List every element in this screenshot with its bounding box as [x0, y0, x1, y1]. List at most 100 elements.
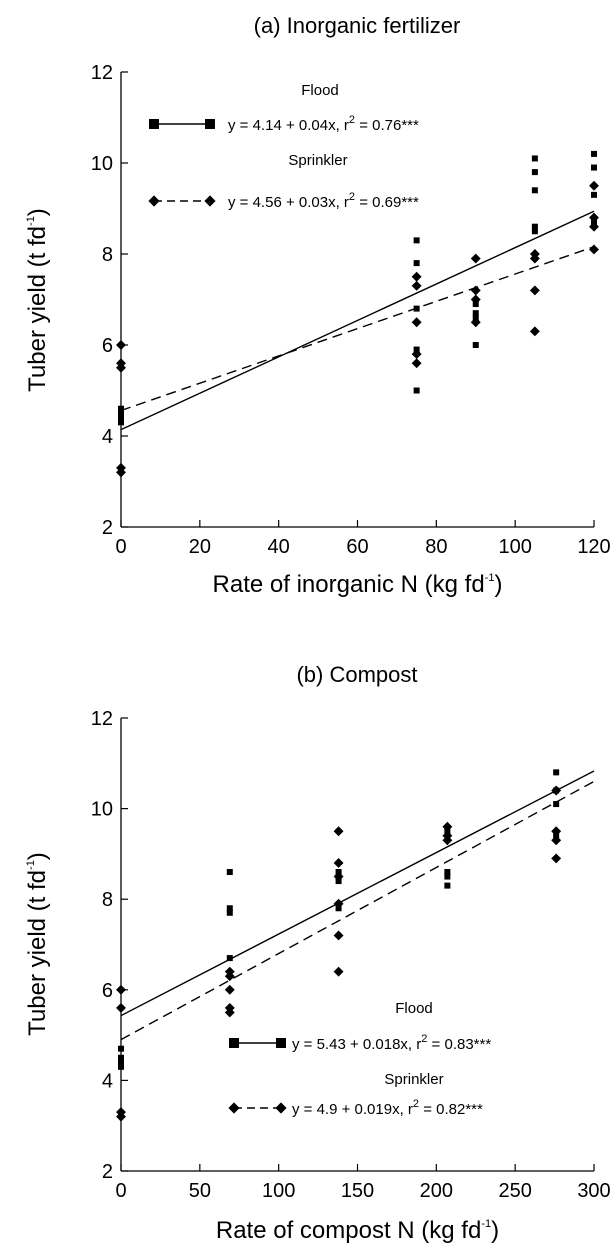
x-tick-label: 250: [498, 1180, 531, 1202]
data-point-flood: [531, 223, 538, 230]
legend-equation: y = 5.43 + 0.018x, r2 = 0.83***: [292, 1033, 491, 1053]
series-flood: [118, 769, 595, 1070]
data-point-sprinkler: [470, 317, 481, 328]
data-point-sprinkler: [333, 966, 344, 977]
x-tick-label: 100: [262, 1180, 295, 1202]
data-point-flood: [118, 414, 124, 421]
regression-line-sprinkler: [120, 780, 595, 1041]
x-tick-label: 60: [346, 536, 368, 558]
y-tick-label: 10: [91, 799, 113, 821]
data-point-flood: [553, 769, 560, 776]
data-point-sprinkler: [333, 930, 344, 941]
data-point-sprinkler: [411, 358, 422, 369]
data-point-flood: [226, 869, 233, 876]
y-tick-label: 2: [102, 1161, 113, 1183]
data-point-sprinkler: [116, 362, 126, 373]
data-point-sprinkler: [470, 294, 481, 305]
data-point-sprinkler: [116, 1111, 126, 1122]
x-tick-label: 100: [498, 536, 531, 558]
data-point-flood: [118, 410, 124, 417]
data-point-flood: [444, 869, 451, 876]
legend-marker: [205, 119, 215, 129]
x-tick-label: 200: [420, 1180, 453, 1202]
data-point-flood: [226, 905, 233, 912]
legend-equation: y = 4.9 + 0.019x, r2 = 0.82***: [292, 1098, 483, 1118]
data-point-flood: [591, 191, 597, 198]
y-tick-label: 2: [102, 517, 113, 539]
data-point-sprinkler: [411, 280, 422, 291]
data-point-flood: [226, 909, 233, 916]
x-tick-label: 150: [341, 1180, 374, 1202]
data-point-flood: [531, 169, 538, 176]
data-point-flood: [444, 873, 451, 880]
legend-marker: [275, 1102, 287, 1114]
y-tick-label: 12: [91, 708, 113, 730]
chart-title: (b) Compost: [296, 662, 417, 687]
data-point-sprinkler: [333, 858, 344, 868]
data-point-sprinkler: [116, 1002, 126, 1013]
y-tick-label: 8: [102, 244, 113, 266]
legend-marker: [204, 195, 216, 207]
regression-line-flood: [120, 770, 595, 1017]
data-point-sprinkler: [224, 1007, 235, 1018]
legend-series-name: Sprinkler: [384, 1071, 443, 1088]
data-point-flood: [553, 801, 560, 808]
data-point-sprinkler: [529, 253, 540, 264]
data-point-sprinkler: [551, 826, 562, 837]
data-point-flood: [226, 955, 233, 962]
chart-title: (a) Inorganic fertilizer: [254, 13, 461, 38]
y-tick-label: 4: [102, 1070, 113, 1092]
y-tick-label: 12: [91, 62, 113, 84]
legend-series-name: Flood: [395, 1000, 433, 1017]
data-point-sprinkler: [224, 971, 235, 982]
data-point-sprinkler: [411, 271, 422, 282]
series-sprinkler: [116, 180, 599, 478]
legend-marker: [228, 1102, 240, 1114]
data-point-flood: [413, 387, 420, 394]
data-point-sprinkler: [551, 835, 562, 846]
data-point-flood: [591, 150, 597, 157]
data-point-flood: [472, 310, 479, 317]
x-axis-label: Rate of inorganic N (kg fd-1): [213, 571, 503, 598]
regression-line-sprinkler: [120, 246, 595, 412]
data-point-sprinkler: [333, 898, 344, 909]
x-tick-label: 0: [115, 536, 126, 558]
data-point-flood: [118, 1059, 124, 1066]
data-point-sprinkler: [529, 285, 540, 296]
data-point-sprinkler: [411, 349, 422, 360]
data-point-flood: [531, 155, 538, 162]
legend-marker: [148, 195, 160, 207]
data-point-sprinkler: [442, 821, 453, 832]
x-tick-label: 120: [577, 536, 610, 558]
data-point-sprinkler: [470, 285, 481, 296]
data-point-sprinkler: [442, 835, 453, 846]
legend-entry-sprinkler: Sprinkler y = 4.9 + 0.019x, r2 = 0.82***: [228, 1071, 483, 1118]
data-point-sprinkler: [333, 871, 344, 882]
y-tick-label: 10: [91, 153, 113, 175]
y-axis-label: Tuber yield (t fd-1): [24, 208, 51, 392]
data-point-sprinkler: [411, 317, 422, 328]
data-point-flood: [531, 187, 538, 194]
data-point-sprinkler: [224, 984, 235, 995]
data-point-sprinkler: [551, 853, 562, 864]
legend-marker: [229, 1038, 239, 1048]
data-point-flood: [413, 237, 420, 244]
y-tick-label: 8: [102, 889, 113, 911]
data-point-sprinkler: [551, 785, 562, 796]
legend-equation: y = 4.14 + 0.04x, r2 = 0.76***: [228, 114, 419, 134]
data-point-flood: [413, 260, 420, 267]
data-point-sprinkler: [589, 244, 599, 255]
data-point-sprinkler: [116, 467, 126, 478]
x-tick-label: 300: [577, 1180, 610, 1202]
x-tick-label: 50: [189, 1180, 211, 1202]
legend-marker: [149, 119, 159, 129]
x-tick-label: 40: [268, 536, 290, 558]
legend-equation: y = 4.56 + 0.03x, r2 = 0.69***: [228, 191, 419, 211]
x-axis-label: Rate of compost N (kg fd-1): [216, 1217, 499, 1244]
y-tick-label: 6: [102, 335, 113, 357]
y-axis-label: Tuber yield (t fd-1): [24, 852, 51, 1036]
regression-line-flood: [120, 210, 595, 431]
data-point-sprinkler: [470, 253, 481, 264]
series-flood: [118, 150, 597, 431]
